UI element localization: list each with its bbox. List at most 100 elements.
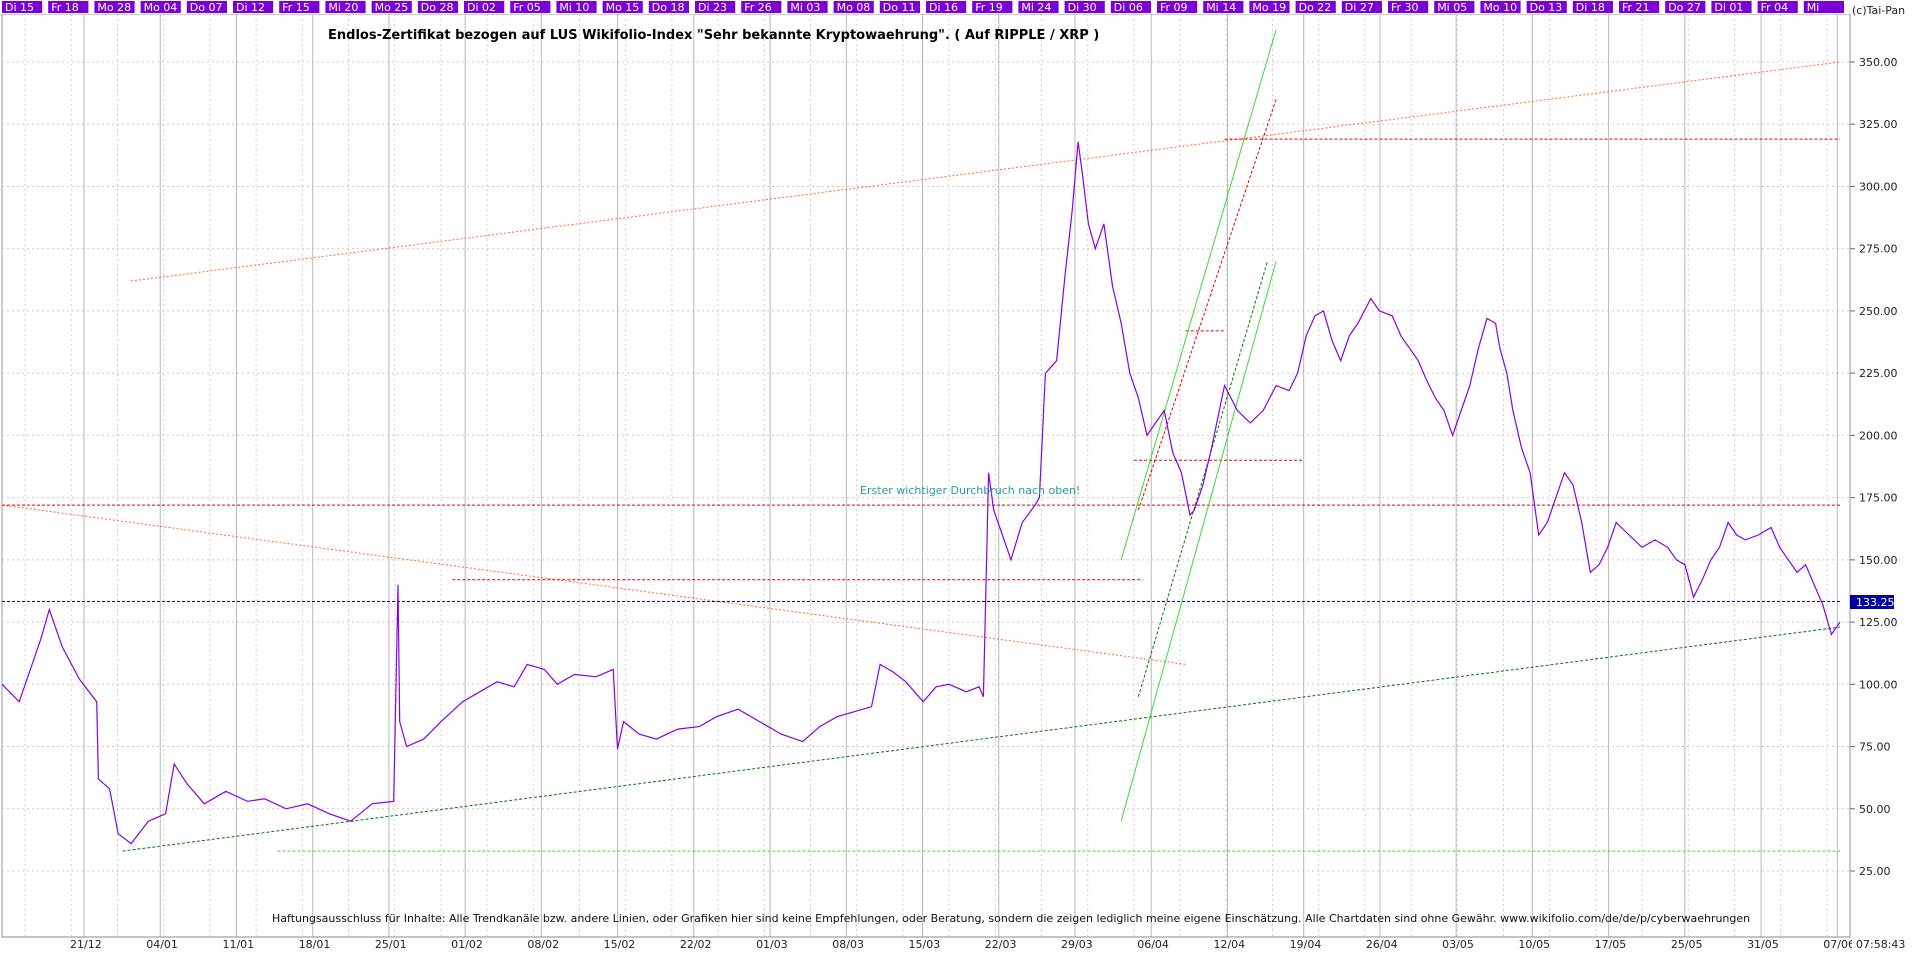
y-tick-label: 275.00 — [1859, 243, 1898, 256]
top-date-cell — [140, 1, 181, 13]
top-date-cell — [1619, 1, 1660, 13]
top-date-label: Fr 19 — [975, 1, 1003, 14]
x-tick-label: 11/01 — [222, 938, 254, 951]
top-date-label: Mo 28 — [97, 1, 131, 14]
x-tick-label: 10/05 — [1518, 938, 1550, 951]
top-date-label: Do 22 — [1299, 1, 1332, 14]
top-date-label: Di 06 — [1114, 1, 1143, 14]
top-date-cell — [1665, 1, 1706, 13]
top-date-label: Mo 19 — [1252, 1, 1286, 14]
top-date-cell — [741, 1, 782, 13]
copyright-label: (c)Tai-Pan — [1852, 4, 1905, 17]
trend-line — [1120, 261, 1277, 822]
top-date-cell — [1157, 1, 1198, 13]
y-tick-label: 150.00 — [1859, 554, 1898, 567]
x-tick-label: 29/03 — [1061, 938, 1093, 951]
top-date-cell — [1203, 1, 1244, 13]
x-tick-label: 06/04 — [1137, 938, 1169, 951]
trend-line — [1, 504, 1186, 665]
top-date-label: Di 27 — [1345, 1, 1374, 14]
top-date-label: Di 30 — [1068, 1, 1097, 14]
top-date-label: Fr 21 — [1622, 1, 1650, 14]
top-date-label: Fr 30 — [1391, 1, 1419, 14]
top-date-label: Mi 24 — [1021, 1, 1051, 14]
x-tick-label: 01/03 — [756, 938, 788, 951]
top-date-cell — [94, 1, 135, 13]
top-date-label: Do 13 — [1530, 1, 1563, 14]
top-date-cell — [879, 1, 920, 13]
y-tick-label: 25.00 — [1859, 865, 1891, 878]
x-tick-label: 01/02 — [451, 938, 483, 951]
top-date-label: Fr 26 — [744, 1, 772, 14]
x-tick-label: 12/04 — [1213, 938, 1245, 951]
top-date-label: Do 11 — [883, 1, 916, 14]
top-date-cell — [1388, 1, 1429, 13]
top-date-label: Do 28 — [421, 1, 454, 14]
x-tick-label: 25/05 — [1671, 938, 1703, 951]
top-date-cell — [1572, 1, 1613, 13]
top-date-cell — [556, 1, 597, 13]
top-date-label: Mi 20 — [328, 1, 358, 14]
x-tick-label: 19/04 — [1290, 938, 1322, 951]
top-date-cell — [648, 1, 689, 13]
top-date-cell — [1018, 1, 1059, 13]
y-tick-label: 300.00 — [1859, 180, 1898, 193]
top-date-cell — [1480, 1, 1521, 13]
x-tick-label: 08/03 — [832, 938, 864, 951]
x-axis: 21/12 04/01 11/01 18/01 25/01 01/02 08/02 15/02… — [2, 936, 1855, 951]
top-date-cell — [1341, 1, 1382, 13]
clock-label: 07:58:43 — [1856, 938, 1905, 951]
chart-title: Endlos-Zertifikat bezogen auf LUS Wikifo… — [328, 28, 1099, 43]
top-date-cell — [1295, 1, 1336, 13]
top-date-label: Fr 04 — [1761, 1, 1789, 14]
top-date-cell — [1526, 1, 1567, 13]
top-date-cell — [833, 1, 874, 13]
x-tick-label: 07/06 — [1823, 938, 1855, 951]
top-date-label: Fr 18 — [51, 1, 79, 14]
top-date-cell — [371, 1, 412, 13]
top-date-label: Di 01 — [1714, 1, 1743, 14]
top-date-label: Do 18 — [652, 1, 685, 14]
y-tick-label: 200.00 — [1859, 429, 1898, 442]
top-date-label: Di 23 — [698, 1, 727, 14]
top-date-cell — [1757, 1, 1798, 13]
top-date-cell — [186, 1, 227, 13]
x-tick-label: 18/01 — [299, 938, 331, 951]
top-date-cell — [233, 1, 274, 13]
top-date-cell — [972, 1, 1013, 13]
breakout-annotation: Erster wichtiger Durchbruch nach oben! — [860, 484, 1080, 497]
top-date-cell — [602, 1, 643, 13]
x-tick-label: 21/12 — [70, 938, 102, 951]
top-date-label: Mi 14 — [1206, 1, 1236, 14]
top-date-cell — [1803, 1, 1844, 13]
top-date-label: Mi 05 — [1437, 1, 1467, 14]
top-date-label: Mo 25 — [375, 1, 409, 14]
top-date-label: Mi 10 — [559, 1, 589, 14]
disclaimer-text: Haftungsausschluss für Inhalte: Alle Tre… — [272, 912, 1750, 925]
top-date-label: Di 15 — [5, 1, 34, 14]
x-tick-label: 03/05 — [1442, 938, 1474, 951]
top-date-label: Di 02 — [467, 1, 496, 14]
x-tick-label: 22/02 — [680, 938, 712, 951]
top-date-bar: Di 15 Fr 18 Mo 28 Mo 04 Do 07 Di 12 Fr 15 Mi 20… — [0, 0, 1852, 14]
top-date-cell — [510, 1, 551, 13]
y-axis: 350.00 325.00 300.00 275.00 250.00 225.00 200.… — [1850, 56, 1898, 878]
clock-box — [1852, 937, 1912, 952]
top-date-label: Di 16 — [929, 1, 958, 14]
top-date-cell — [279, 1, 320, 13]
y-tick-label: 225.00 — [1859, 367, 1898, 380]
last-value-badge — [1850, 595, 1894, 609]
top-date-label: Mo 04 — [144, 1, 178, 14]
trend-line — [122, 626, 1841, 852]
y-tick-label: 75.00 — [1859, 741, 1891, 754]
trend-line — [131, 61, 1841, 282]
x-tick-label: 15/03 — [909, 938, 941, 951]
trend-line — [1120, 29, 1277, 560]
y-tick-label: 50.00 — [1859, 803, 1891, 816]
y-tick-label: 175.00 — [1859, 492, 1898, 505]
last-value-label: 133.25 — [1856, 596, 1895, 609]
x-tick-label: 04/01 — [146, 938, 178, 951]
top-date-cell — [1711, 1, 1752, 13]
top-date-label: Fr 15 — [282, 1, 310, 14]
x-tick-label: 26/04 — [1366, 938, 1398, 951]
